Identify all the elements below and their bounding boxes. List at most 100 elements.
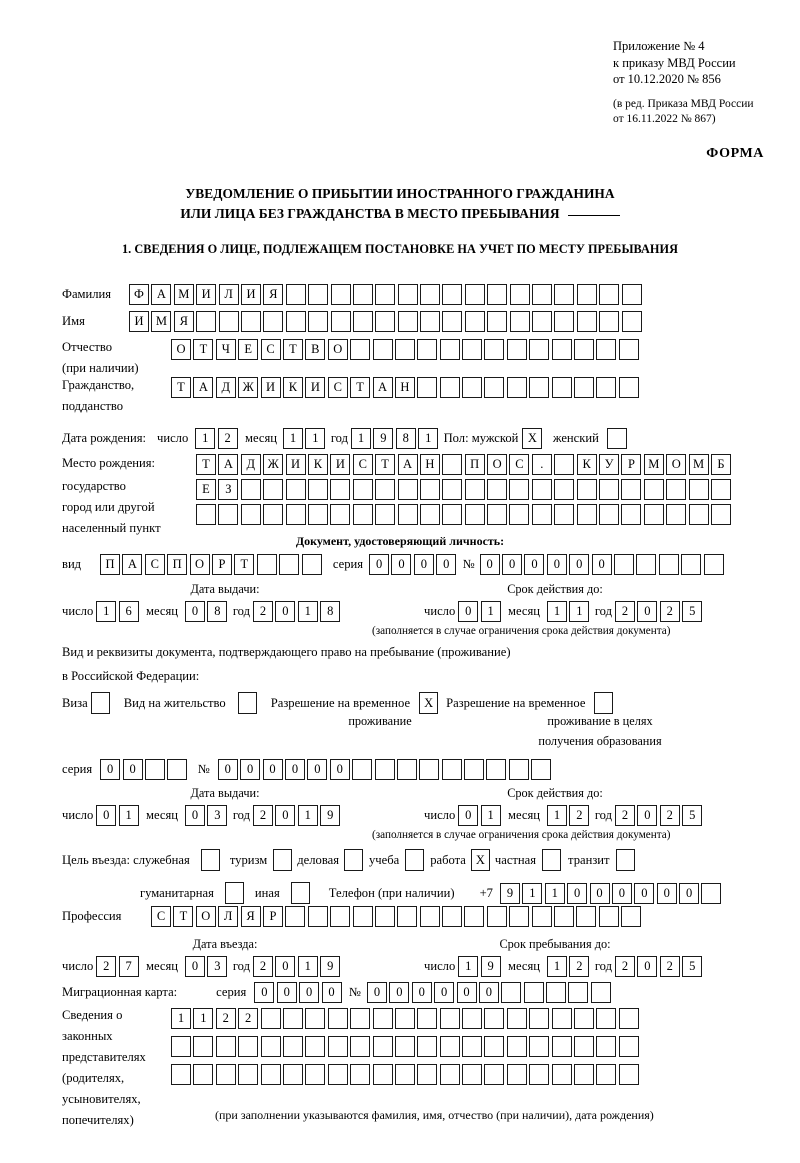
- char-cell[interactable]: 0: [185, 601, 206, 622]
- char-cell[interactable]: [509, 504, 530, 525]
- char-cell[interactable]: А: [372, 377, 393, 398]
- char-cell[interactable]: [614, 554, 635, 575]
- char-cell[interactable]: [263, 479, 284, 500]
- char-cell[interactable]: [419, 906, 440, 927]
- char-cell[interactable]: 8: [320, 601, 341, 622]
- purpose-study-checkbox[interactable]: [405, 849, 425, 871]
- char-cell[interactable]: [501, 982, 522, 1003]
- char-cell[interactable]: [554, 454, 575, 475]
- char-cell[interactable]: [439, 339, 460, 360]
- char-cell[interactable]: 0: [458, 601, 479, 622]
- char-cell[interactable]: [599, 504, 620, 525]
- char-cell[interactable]: [372, 339, 393, 360]
- char-cell[interactable]: [576, 479, 597, 500]
- char-cell[interactable]: О: [189, 554, 210, 575]
- char-cell[interactable]: 1: [544, 882, 565, 904]
- char-cell[interactable]: 0: [284, 759, 305, 780]
- char-cell[interactable]: [171, 1036, 191, 1057]
- char-cell[interactable]: [594, 692, 614, 714]
- char-cell[interactable]: А: [397, 454, 418, 475]
- char-cell[interactable]: [218, 504, 239, 525]
- char-cell[interactable]: 0: [369, 554, 390, 575]
- char-cell[interactable]: С: [260, 339, 281, 360]
- permit-temp-checkbox[interactable]: X: [419, 692, 439, 714]
- char-cell[interactable]: [506, 1064, 527, 1085]
- char-cell[interactable]: [215, 1064, 236, 1085]
- char-cell[interactable]: [568, 982, 589, 1003]
- char-cell[interactable]: [215, 1036, 236, 1057]
- char-cell[interactable]: 0: [569, 554, 590, 575]
- char-cell[interactable]: [464, 504, 485, 525]
- char-cell[interactable]: И: [260, 377, 281, 398]
- char-cell[interactable]: [237, 692, 257, 714]
- char-cell[interactable]: [442, 906, 463, 927]
- char-cell[interactable]: .: [531, 454, 552, 475]
- char-cell[interactable]: Я: [173, 311, 194, 332]
- char-cell[interactable]: [240, 504, 261, 525]
- char-cell[interactable]: 2: [659, 956, 680, 977]
- char-cell[interactable]: [307, 504, 328, 525]
- char-cell[interactable]: 1: [547, 956, 568, 977]
- char-cell[interactable]: 1: [297, 805, 318, 826]
- char-cell[interactable]: 6: [118, 601, 139, 622]
- char-cell[interactable]: 0: [502, 554, 523, 575]
- char-cell[interactable]: К: [307, 454, 328, 475]
- char-cell[interactable]: [352, 311, 373, 332]
- char-cell[interactable]: [238, 1064, 259, 1085]
- char-cell[interactable]: [285, 906, 306, 927]
- char-cell[interactable]: [486, 759, 507, 780]
- char-cell[interactable]: [305, 1036, 326, 1057]
- char-cell[interactable]: 0: [389, 982, 410, 1003]
- char-cell[interactable]: А: [218, 454, 239, 475]
- char-cell[interactable]: 2: [569, 805, 590, 826]
- char-cell[interactable]: [350, 339, 371, 360]
- char-cell[interactable]: [352, 504, 373, 525]
- char-cell[interactable]: М: [688, 454, 709, 475]
- char-cell[interactable]: 0: [436, 554, 457, 575]
- char-cell[interactable]: [710, 479, 731, 500]
- char-cell[interactable]: [375, 479, 396, 500]
- char-cell[interactable]: К: [576, 454, 597, 475]
- char-cell[interactable]: 0: [679, 882, 700, 904]
- char-cell[interactable]: [554, 311, 575, 332]
- char-cell[interactable]: [509, 479, 530, 500]
- purpose-other-checkbox[interactable]: [290, 882, 310, 904]
- char-cell[interactable]: В: [305, 339, 326, 360]
- char-cell[interactable]: [442, 479, 463, 500]
- char-cell[interactable]: [688, 479, 709, 500]
- char-cell[interactable]: [464, 479, 485, 500]
- char-cell[interactable]: 0: [100, 759, 121, 780]
- char-cell[interactable]: [546, 982, 567, 1003]
- char-cell[interactable]: [658, 554, 679, 575]
- char-cell[interactable]: [90, 692, 110, 714]
- char-cell[interactable]: [598, 906, 619, 927]
- char-cell[interactable]: [256, 554, 277, 575]
- char-cell[interactable]: [372, 1064, 393, 1085]
- char-cell[interactable]: Т: [171, 377, 191, 398]
- char-cell[interactable]: [442, 504, 463, 525]
- char-cell[interactable]: [484, 377, 505, 398]
- char-cell[interactable]: О: [487, 454, 508, 475]
- char-cell[interactable]: [330, 504, 351, 525]
- char-cell[interactable]: [701, 882, 722, 904]
- char-cell[interactable]: [405, 849, 425, 871]
- char-cell[interactable]: 2: [253, 956, 274, 977]
- char-cell[interactable]: Т: [173, 906, 194, 927]
- char-cell[interactable]: 0: [391, 554, 412, 575]
- char-cell[interactable]: Е: [196, 479, 216, 500]
- char-cell[interactable]: Р: [262, 906, 283, 927]
- char-cell[interactable]: [487, 479, 508, 500]
- char-cell[interactable]: Т: [196, 454, 216, 475]
- char-cell[interactable]: [506, 339, 527, 360]
- char-cell[interactable]: [196, 311, 217, 332]
- char-cell[interactable]: 0: [611, 882, 632, 904]
- char-cell[interactable]: [442, 284, 463, 305]
- char-cell[interactable]: И: [240, 284, 261, 305]
- char-cell[interactable]: М: [643, 454, 664, 475]
